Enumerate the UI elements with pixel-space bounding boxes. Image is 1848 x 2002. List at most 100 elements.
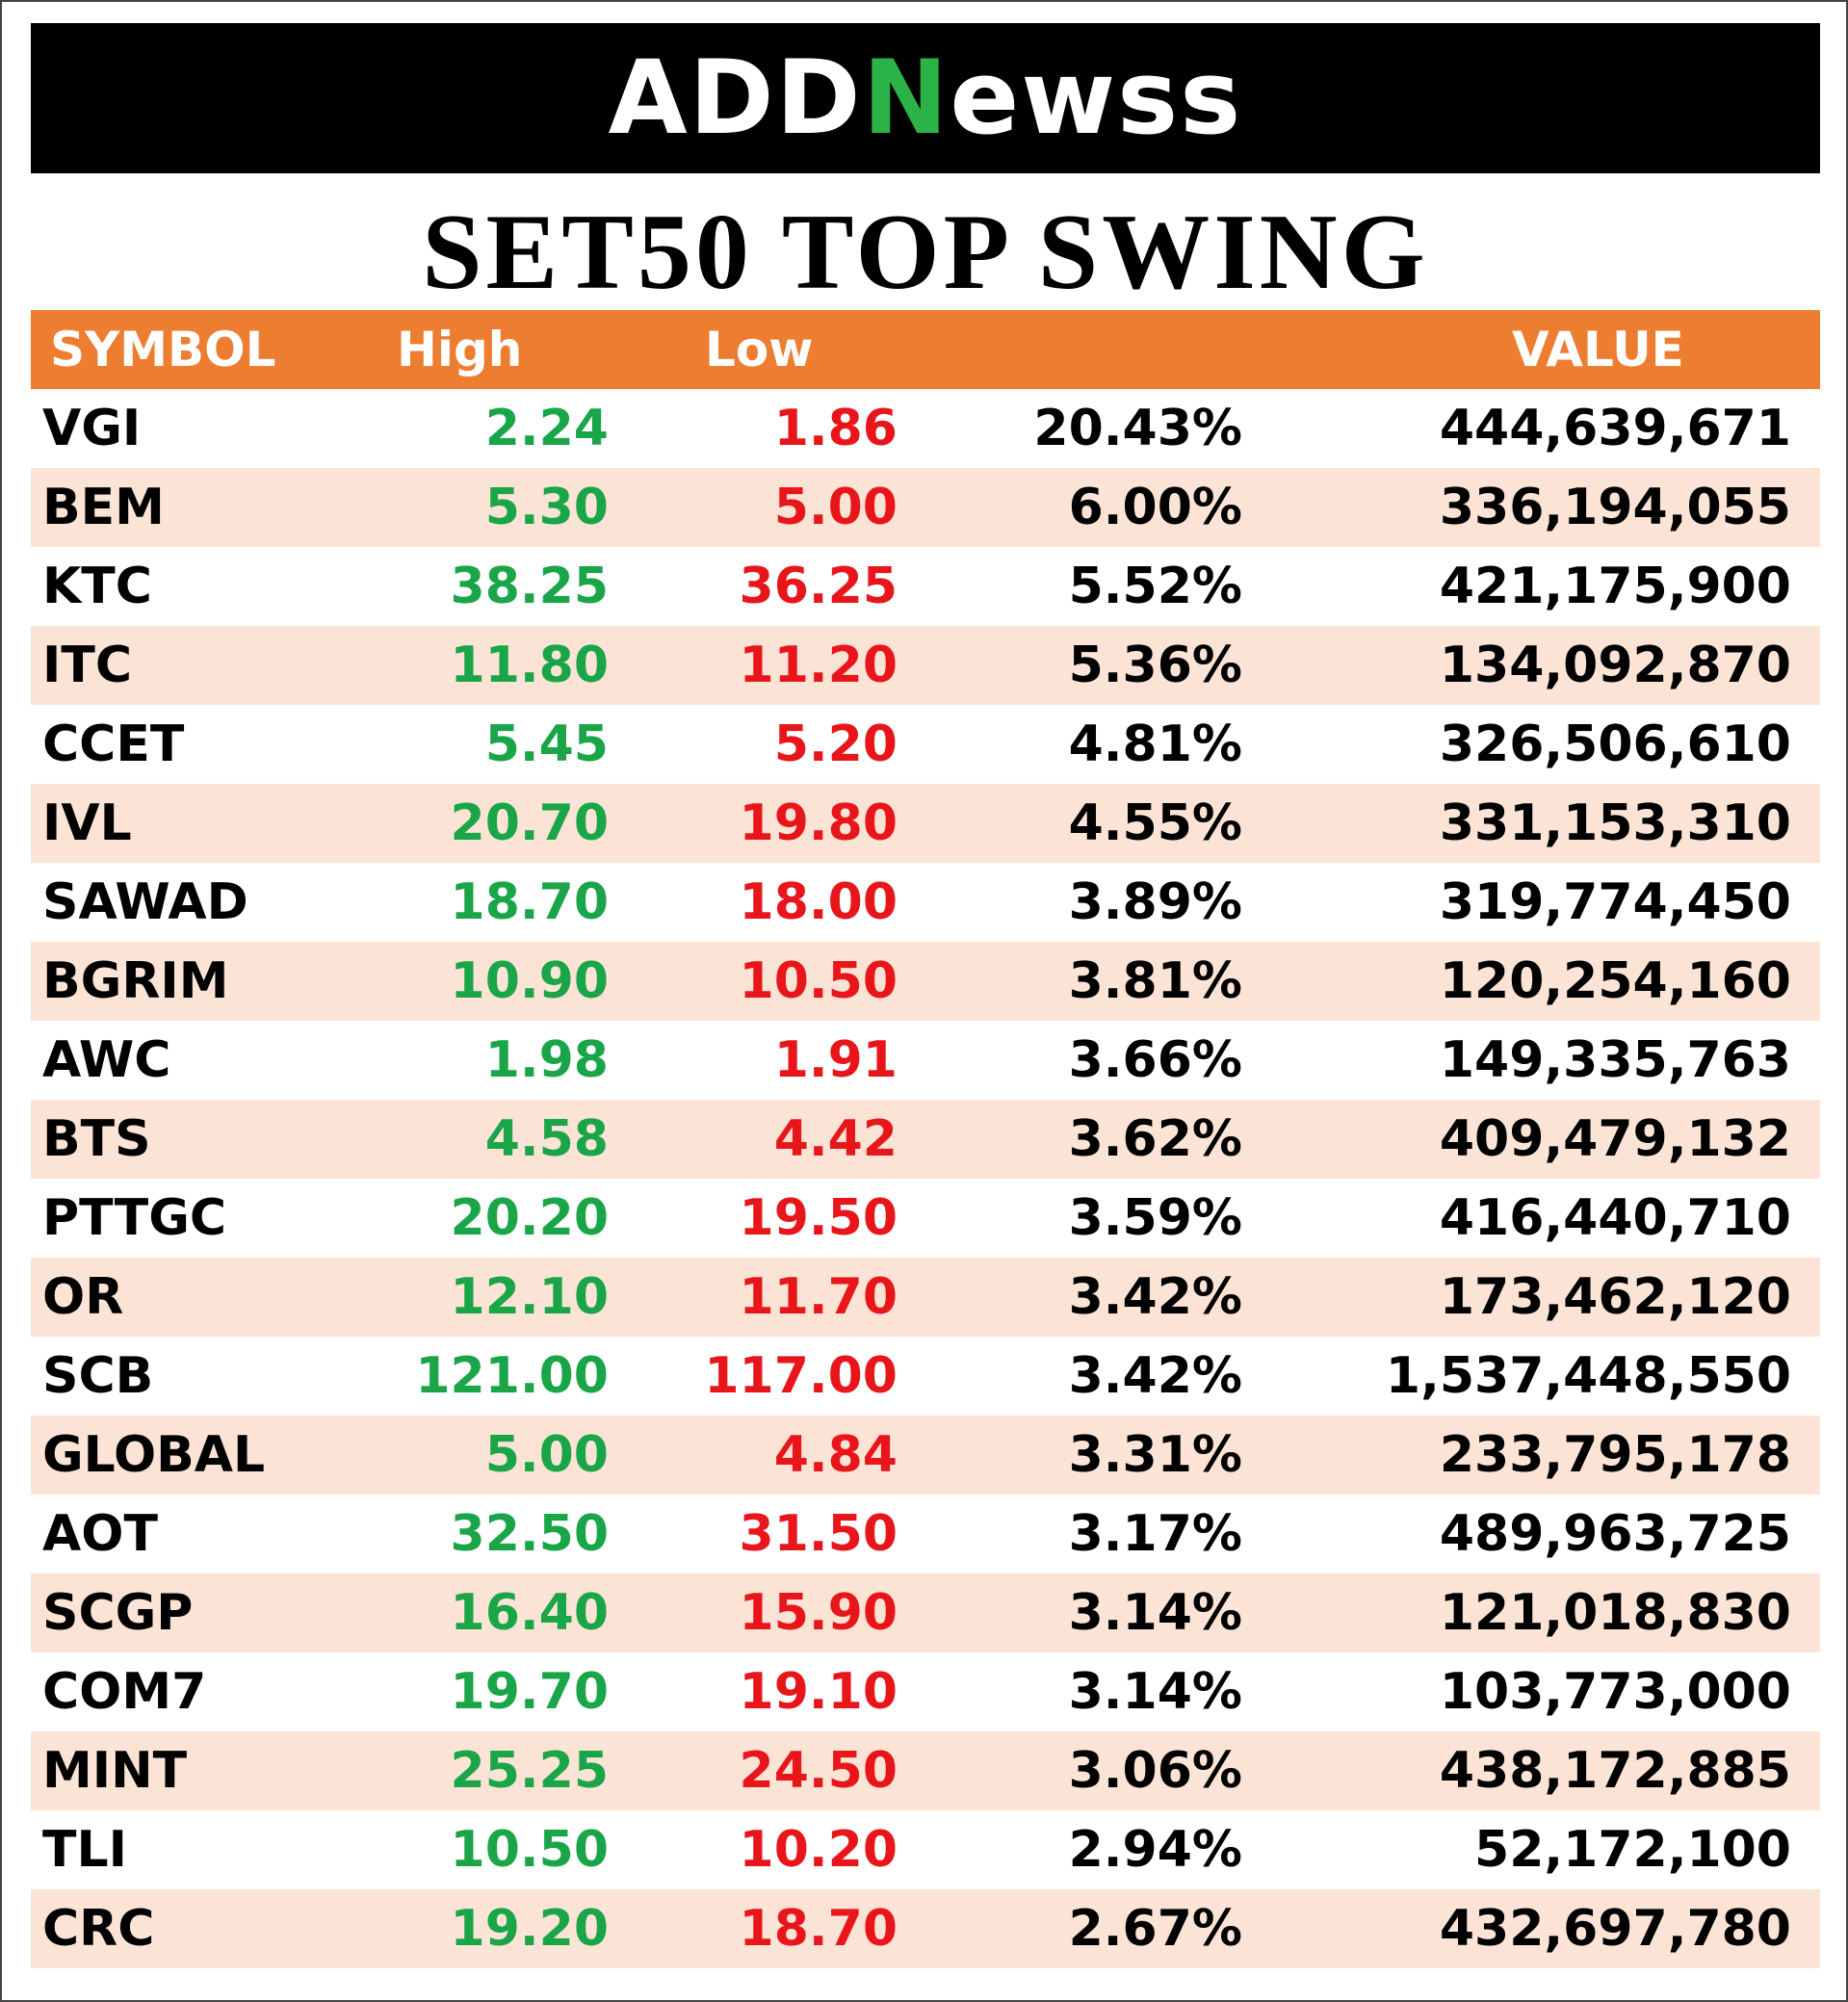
value-cell: 103,773,000 bbox=[1439, 1663, 1791, 1721]
symbol-cell: SAWAD bbox=[42, 873, 248, 931]
table-row: TLI 10.50 10.20 2.94% 52,172,100 bbox=[31, 1810, 1820, 1889]
pct-change-cell: 3.66% bbox=[1068, 1031, 1242, 1089]
table-row: CRC 19.20 18.70 2.67% 432,697,780 bbox=[31, 1889, 1820, 1968]
value-cell: 432,697,780 bbox=[1242, 1889, 1820, 1968]
symbol-cell: KTC bbox=[42, 558, 152, 615]
high-cell: 19.70 bbox=[450, 1663, 609, 1721]
low-cell: 5.20 bbox=[773, 715, 898, 773]
symbol-cell: BGRIM bbox=[31, 942, 397, 1021]
value-cell: 120,254,160 bbox=[1242, 942, 1820, 1021]
pct-change-cell: 4.55% bbox=[898, 784, 1242, 863]
high-cell: 38.25 bbox=[450, 558, 609, 615]
table-row: SAWAD 18.70 18.00 3.89% 319,774,450 bbox=[31, 863, 1820, 942]
high-cell: 32.50 bbox=[450, 1505, 609, 1563]
swing-table: SYMBOL High Low VALUE VGI 2.24 1.86 20.43% 4… bbox=[31, 310, 1820, 1968]
pct-change-cell: 3.81% bbox=[898, 942, 1242, 1021]
high-cell: 20.70 bbox=[397, 784, 609, 863]
low-cell: 4.42 bbox=[609, 1100, 898, 1179]
pct-change-cell: 20.43% bbox=[1033, 400, 1242, 457]
table-row: AWC 1.98 1.91 3.66% 149,335,763 bbox=[31, 1021, 1820, 1100]
pct-change-cell: 3.17% bbox=[1068, 1505, 1242, 1563]
high-cell: 2.24 bbox=[484, 400, 609, 457]
symbol-cell: AWC bbox=[42, 1031, 171, 1089]
header-symbol: SYMBOL bbox=[31, 310, 397, 389]
value-cell: 444,639,671 bbox=[1439, 400, 1791, 457]
table-row: BTS 4.58 4.42 3.62% 409,479,132 bbox=[31, 1100, 1820, 1179]
low-cell: 1.91 bbox=[773, 1031, 898, 1089]
table-row: PTTGC 20.20 19.50 3.59% 416,440,710 bbox=[31, 1179, 1820, 1258]
table-row: MINT 25.25 24.50 3.06% 438,172,885 bbox=[31, 1731, 1820, 1810]
low-cell: 24.50 bbox=[609, 1731, 898, 1810]
high-cell: 121.00 bbox=[415, 1347, 609, 1405]
low-cell: 18.70 bbox=[609, 1889, 898, 1968]
symbol-cell: AOT bbox=[42, 1505, 158, 1563]
pct-change-cell: 3.14% bbox=[1068, 1663, 1242, 1721]
low-cell: 36.25 bbox=[739, 558, 898, 615]
pct-change-cell: 2.94% bbox=[1068, 1821, 1242, 1879]
low-cell: 10.50 bbox=[609, 942, 898, 1021]
symbol-cell: SCGP bbox=[31, 1573, 397, 1652]
high-cell: 20.20 bbox=[450, 1189, 609, 1247]
value-cell: 52,172,100 bbox=[1474, 1821, 1791, 1879]
low-cell: 5.00 bbox=[609, 468, 898, 547]
high-cell: 5.45 bbox=[484, 715, 609, 773]
table-row: CCET 5.45 5.20 4.81% 326,506,610 bbox=[31, 705, 1820, 784]
table-row: AOT 32.50 31.50 3.17% 489,963,725 bbox=[31, 1495, 1820, 1573]
high-cell: 25.25 bbox=[397, 1731, 609, 1810]
high-cell: 12.10 bbox=[397, 1258, 609, 1337]
table-row: COM7 19.70 19.10 3.14% 103,773,000 bbox=[31, 1652, 1820, 1731]
symbol-cell: CCET bbox=[42, 715, 185, 773]
value-cell: 173,462,120 bbox=[1242, 1258, 1820, 1337]
symbol-cell: CRC bbox=[31, 1889, 397, 1968]
value-cell: 319,774,450 bbox=[1439, 873, 1791, 931]
value-cell: 331,153,310 bbox=[1242, 784, 1820, 863]
low-cell: 1.86 bbox=[773, 400, 898, 457]
symbol-cell: PTTGC bbox=[42, 1189, 227, 1247]
high-cell: 16.40 bbox=[397, 1573, 609, 1652]
brand-banner: ADDNewss bbox=[31, 23, 1820, 173]
symbol-cell: ITC bbox=[31, 626, 397, 705]
low-cell: 31.50 bbox=[739, 1505, 898, 1563]
value-cell: 149,335,763 bbox=[1439, 1031, 1791, 1089]
pct-change-cell: 3.89% bbox=[1068, 873, 1242, 931]
pct-change-cell: 5.36% bbox=[898, 626, 1242, 705]
high-cell: 4.58 bbox=[397, 1100, 609, 1179]
symbol-cell: BTS bbox=[31, 1100, 397, 1179]
symbol-cell: OR bbox=[31, 1258, 397, 1337]
pct-change-cell: 3.62% bbox=[898, 1100, 1242, 1179]
table-row: GLOBAL 5.00 4.84 3.31% 233,795,178 bbox=[31, 1416, 1820, 1495]
brand-logo: ADDNewss bbox=[31, 23, 1820, 173]
symbol-cell: MINT bbox=[31, 1731, 397, 1810]
symbol-cell: VGI bbox=[42, 400, 142, 457]
header-value: VALUE bbox=[1242, 310, 1820, 389]
value-cell: 336,194,055 bbox=[1242, 468, 1820, 547]
symbol-cell: TLI bbox=[42, 1821, 127, 1879]
low-cell: 117.00 bbox=[704, 1347, 898, 1405]
table-row: SCGP 16.40 15.90 3.14% 121,018,830 bbox=[31, 1573, 1820, 1652]
table-row: SCB 121.00 117.00 3.42% 1,537,448,550 bbox=[31, 1337, 1820, 1416]
symbol-cell: COM7 bbox=[42, 1663, 207, 1721]
pct-change-cell: 3.31% bbox=[898, 1416, 1242, 1495]
page-title: SET50 TOP SWING bbox=[422, 193, 1429, 312]
high-cell: 18.70 bbox=[450, 873, 609, 931]
low-cell: 19.50 bbox=[739, 1189, 898, 1247]
value-cell: 489,963,725 bbox=[1439, 1505, 1791, 1563]
low-cell: 10.20 bbox=[739, 1821, 898, 1879]
table-row: ITC 11.80 11.20 5.36% 134,092,870 bbox=[31, 626, 1820, 705]
low-cell: 19.10 bbox=[739, 1663, 898, 1721]
table-row: BEM 5.30 5.00 6.00% 336,194,055 bbox=[31, 468, 1820, 547]
value-cell: 409,479,132 bbox=[1242, 1100, 1820, 1179]
table-row: VGI 2.24 1.86 20.43% 444,639,671 bbox=[31, 389, 1820, 468]
pct-change-cell: 5.52% bbox=[1068, 558, 1242, 615]
low-cell: 19.80 bbox=[609, 784, 898, 863]
value-cell: 438,172,885 bbox=[1242, 1731, 1820, 1810]
high-cell: 19.20 bbox=[397, 1889, 609, 1968]
pct-change-cell: 6.00% bbox=[898, 468, 1242, 547]
high-cell: 5.00 bbox=[397, 1416, 609, 1495]
low-cell: 18.00 bbox=[739, 873, 898, 931]
pct-change-cell: 2.67% bbox=[898, 1889, 1242, 1968]
value-cell: 134,092,870 bbox=[1242, 626, 1820, 705]
header-low: Low bbox=[609, 310, 898, 389]
pct-change-cell: 3.42% bbox=[1068, 1347, 1242, 1405]
